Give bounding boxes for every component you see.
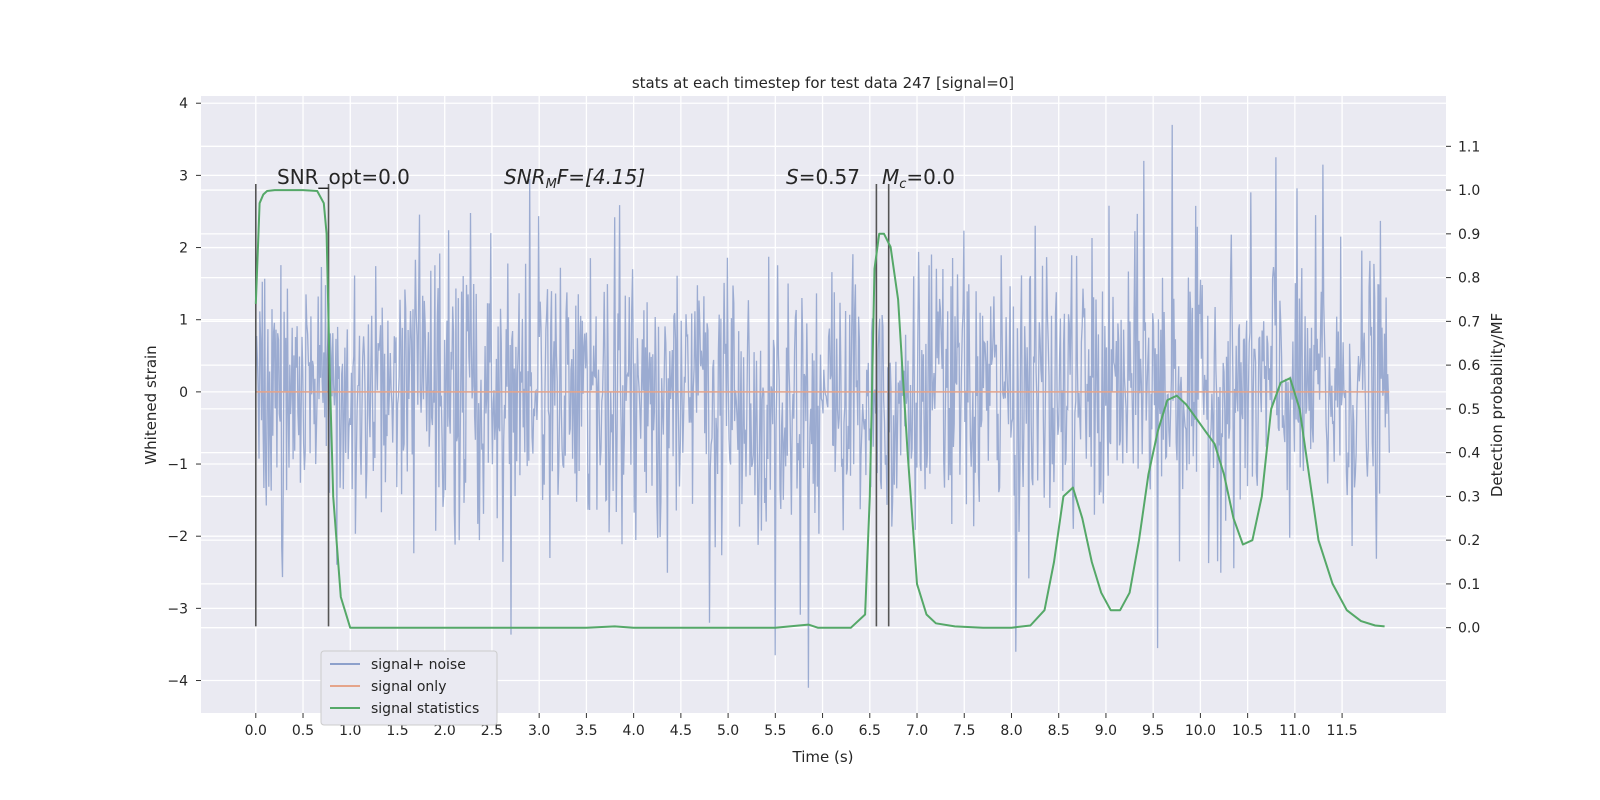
y2-tick-label: 0.9: [1458, 227, 1480, 243]
x-tick-label: 5.5: [764, 723, 786, 739]
x-tick-label: 10.5: [1232, 723, 1263, 739]
y2-tick-label: 0.6: [1458, 358, 1480, 374]
statistics-series: [254, 189, 1385, 629]
y-tick-label: −3: [167, 601, 188, 617]
x-tick-label: 8.5: [1048, 723, 1070, 739]
legend-label-stats: signal statistics: [371, 701, 479, 717]
x-tick-label: 11.5: [1327, 723, 1358, 739]
y-tick-label: −2: [167, 529, 188, 545]
x-tick-label: 2.0: [434, 723, 456, 739]
legend: signal+ noise signal only signal statist…: [320, 650, 498, 726]
x-tick-label: 8.0: [1000, 723, 1022, 739]
x-tick-label: 3.5: [575, 723, 597, 739]
noise-series: [255, 124, 1390, 688]
y-tick-label: −1: [167, 457, 188, 473]
y2-tick-label: 0.2: [1458, 533, 1480, 549]
annotation-snr-mf: SNRMF=[4.15]: [504, 165, 645, 192]
x-tick-label: 5.0: [717, 723, 739, 739]
y2-tick-label: 0.7: [1458, 314, 1480, 330]
x-tick-label: 0.0: [245, 723, 267, 739]
y-tick-label: 1: [179, 313, 188, 329]
x-tick-label: 1.5: [386, 723, 408, 739]
y-tick-label: 0: [179, 385, 188, 401]
x-tick-label: 10.0: [1185, 723, 1216, 739]
statistics-line: [254, 189, 1385, 629]
noise-trace: [255, 124, 1390, 688]
x-tick-label: 9.0: [1095, 723, 1117, 739]
x-tick-label: 2.5: [481, 723, 503, 739]
y-tick-label: −4: [167, 674, 188, 690]
y2-tick-label: 0.3: [1458, 489, 1480, 505]
y-tick-label: 3: [179, 168, 188, 184]
x-tick-label: 3.0: [528, 723, 550, 739]
annotation-mc: Mc=0.0: [882, 165, 955, 192]
legend-box: [320, 650, 498, 726]
x-tick-label: 6.5: [859, 723, 881, 739]
y2-tick-label: 1.0: [1458, 183, 1480, 199]
annotation-snr-opt: SNR_opt=0.0: [277, 165, 410, 189]
y2-tick-label: 1.1: [1458, 139, 1480, 155]
x-tick-label: 7.5: [953, 723, 975, 739]
x-tick-label: 9.5: [1142, 723, 1164, 739]
x-tick-label: 4.0: [622, 723, 644, 739]
x-axis-label: Time (s): [792, 748, 854, 766]
chart-title: stats at each timestep for test data 247…: [632, 74, 1014, 92]
y-tick-label: 4: [179, 96, 188, 112]
x-tick-label: 11.0: [1279, 723, 1310, 739]
y2-tick-label: 0.8: [1458, 271, 1480, 287]
y2-tick-label: 0.1: [1458, 577, 1480, 593]
y2-axis-label: Detection probability/MF: [1488, 313, 1506, 497]
x-tick-label: 6.0: [811, 723, 833, 739]
y2-tick-label: 0.4: [1458, 446, 1480, 462]
legend-label-noise: signal+ noise: [371, 657, 466, 673]
y-tick-label: 2: [179, 241, 188, 257]
x-axis-ticks: 0.0 0.5 1.0 1.5 2.0 2.5 3.0 3.5 4.0 4.5 5.0 5.5 6.0 6…: [245, 713, 1358, 739]
x-tick-label: 4.5: [670, 723, 692, 739]
x-tick-label: 1.0: [339, 723, 361, 739]
y2-tick-label: 0.0: [1458, 621, 1480, 637]
y2-tick-label: 0.5: [1458, 402, 1480, 418]
y2-axis-ticks: 0.0 0.1 0.2 0.3 0.4 0.5 0.6 0.7 0.8 0.9 1.0 1.1: [1446, 139, 1480, 637]
y-axis-ticks: −4 −3 −2 −1 0 1 2 3 4: [167, 96, 201, 690]
x-tick-label: 0.5: [292, 723, 314, 739]
annotation-s: S=0.57: [786, 165, 860, 189]
legend-label-signal: signal only: [371, 679, 446, 695]
y-axis-label: Whitened strain: [142, 345, 160, 464]
x-tick-label: 7.0: [906, 723, 928, 739]
